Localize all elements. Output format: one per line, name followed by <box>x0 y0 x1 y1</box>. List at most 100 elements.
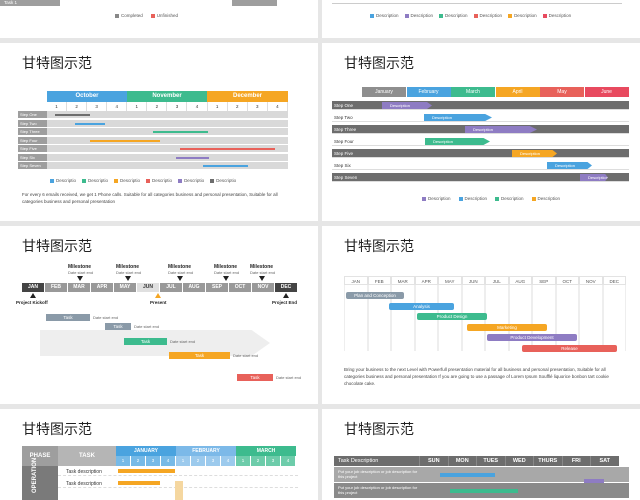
task-bar: Description <box>424 114 492 121</box>
legend-unfinished: Unfinished <box>156 13 179 18</box>
step-label: Step One <box>334 103 354 108</box>
week-number: 4 <box>107 102 128 111</box>
milestone-label: Milestone <box>214 264 238 270</box>
kickoff-marker-icon <box>30 293 36 298</box>
month-jun: JUN <box>137 283 159 292</box>
month-may: May <box>540 87 584 97</box>
month-jul: JUL <box>485 276 509 285</box>
grid-column <box>602 285 626 351</box>
milestone-marker-icon <box>177 276 183 281</box>
milestone-marker-icon <box>259 276 265 281</box>
step-row <box>47 162 288 170</box>
task-bar: Task <box>237 374 273 381</box>
task-header: TASK <box>58 446 116 466</box>
week-number: 3 <box>167 102 188 111</box>
task-bar: Release <box>522 344 617 352</box>
month-mar: MAR <box>391 276 415 285</box>
month-january: JANUARY <box>116 446 176 456</box>
grid-column <box>508 285 532 351</box>
month-jan: JAN <box>22 283 44 292</box>
task-description: Put your job description or job descript… <box>338 469 418 479</box>
slide-gantt-2: 甘特图示范 January February March April May June S… <box>322 43 640 221</box>
step-label: Step Four <box>334 139 354 144</box>
step-row <box>332 101 629 110</box>
task-description-header: Task Description <box>334 456 419 466</box>
step-row <box>332 149 629 158</box>
task-bar <box>450 489 518 493</box>
week-number: 2 <box>191 456 206 466</box>
month-feb: FEB <box>45 283 67 292</box>
month-may: MAY <box>438 276 462 285</box>
present-marker-icon <box>155 293 161 298</box>
task-date: Date start end <box>233 353 259 358</box>
week-number: 4 <box>281 456 296 466</box>
task-date: Date start end <box>170 339 196 344</box>
task-description: Task description <box>66 469 102 475</box>
month-oct: OCT <box>555 276 579 285</box>
slide-title: 甘特图示范 <box>22 56 92 72</box>
week-number: 4 <box>187 102 208 111</box>
day-tues: TUES <box>476 456 505 466</box>
slide-title: 甘特图示范 <box>344 239 414 255</box>
slide-gantt-4: 甘特图示范 JAN FEB MAR APR MAY JUN JUL AUG SEP OCT NOV D… <box>322 226 640 404</box>
month-jul: JUL <box>160 283 182 292</box>
step-label: Step Six <box>18 153 47 162</box>
step-row <box>47 136 288 145</box>
day-thurs: THURS <box>533 456 562 466</box>
month-oct: OCT <box>229 283 251 292</box>
milestone-marker-icon <box>125 276 131 281</box>
project-end-label: Project End <box>272 300 298 305</box>
grid-column <box>579 285 603 351</box>
week-number: 1 <box>47 102 67 111</box>
week-number: 3 <box>247 102 268 111</box>
chart-base <box>332 0 622 4</box>
month-nov: NOV <box>252 283 274 292</box>
month-sep: SEP <box>206 283 228 292</box>
day-sat: SAT <box>590 456 619 466</box>
month-january: January <box>362 87 406 97</box>
week-number: 1 <box>236 456 251 466</box>
task-date: Date start end <box>276 375 302 380</box>
month-apr: APR <box>414 276 438 285</box>
month-april: April <box>495 87 540 97</box>
slide-title: 甘特图示范 <box>22 239 92 255</box>
present-label: Present <box>150 300 167 305</box>
week-number: 1 <box>127 102 148 111</box>
day-mon: MON <box>447 456 476 466</box>
week-number: 2 <box>131 456 146 466</box>
task-row: Task 1 <box>0 0 60 6</box>
grid-column <box>485 285 509 351</box>
description-text: For every 6 emails received, we get 1 Ph… <box>22 192 278 204</box>
grid-column <box>555 285 579 351</box>
slide-title: 甘特图示范 <box>22 422 92 438</box>
milestone-date: Date start end <box>68 270 94 275</box>
week-number: 1 <box>116 456 131 466</box>
month-jan: JAN <box>344 276 368 285</box>
month-jun: JUN <box>461 276 485 285</box>
legend: Description Description Description Desc… <box>422 196 560 201</box>
task-date: Date start end <box>134 324 160 329</box>
month-may: MAY <box>114 283 136 292</box>
task-bar: Analysis <box>389 302 454 310</box>
legend: Descriptio Descriptio Descriptio Descrip… <box>50 178 236 183</box>
description-text: Bring your business to the next Level wi… <box>344 367 609 386</box>
step-row <box>47 145 288 153</box>
month-june: June <box>584 87 629 97</box>
day-wed: WED <box>504 456 533 466</box>
step-row <box>47 111 288 119</box>
milestone-label: Milestone <box>68 264 92 270</box>
step-row <box>332 173 629 182</box>
milestone-label: Milestone <box>116 264 140 270</box>
phase-cell: OPERATION <box>22 458 58 500</box>
step-label: Step Five <box>18 145 47 153</box>
month-mar: MAR <box>68 283 90 292</box>
slide-timeline: 甘特图示范 Milestone Date start end Milestone Da… <box>0 226 318 404</box>
week-number: 3 <box>146 456 161 466</box>
task-bar: Description <box>425 138 490 145</box>
month-dec: DEC <box>602 276 626 285</box>
task-bar <box>90 139 160 142</box>
week-number: 4 <box>267 102 288 111</box>
task-bar: Description <box>547 162 592 169</box>
task-description: Task description <box>66 481 102 487</box>
